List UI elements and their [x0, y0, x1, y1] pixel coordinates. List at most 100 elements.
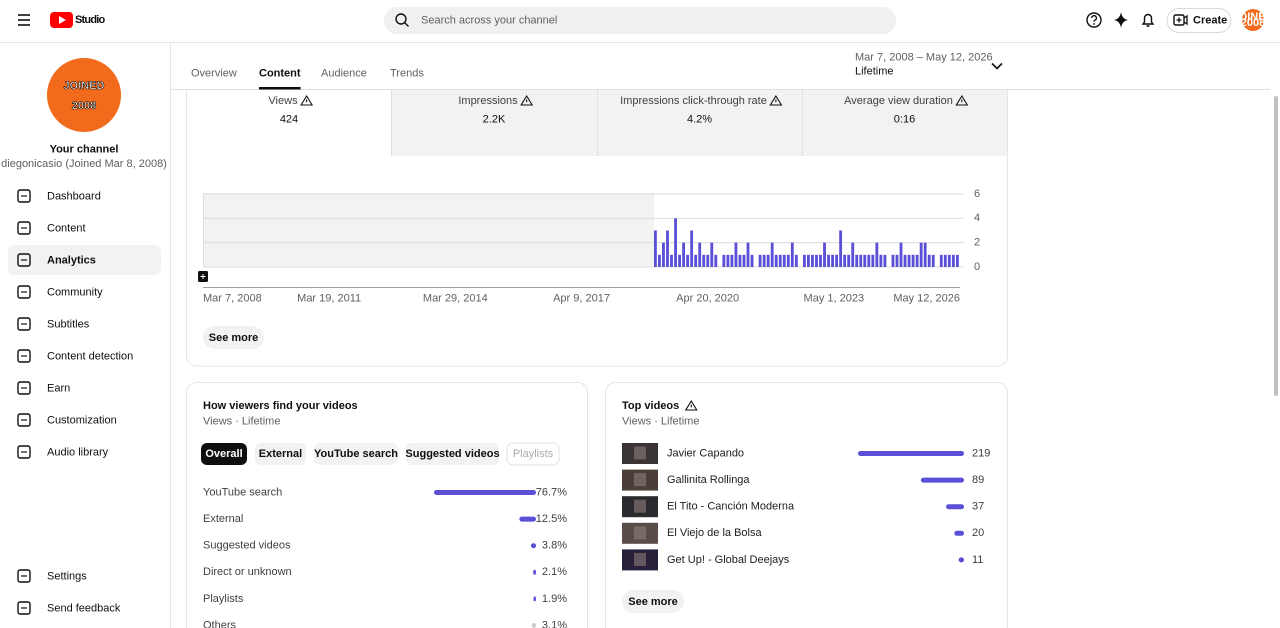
- scrollbar-thumb: [1274, 96, 1278, 396]
- top-video-row[interactable]: El Viejo de la Bolsa 20: [622, 522, 984, 544]
- filter-chip[interactable]: Suggested videos: [405, 443, 500, 465]
- channel-avatar-text: JOINED: [64, 80, 105, 92]
- views-bar: [843, 254, 847, 267]
- views-bar: [895, 254, 899, 267]
- nav-item[interactable]: Customization: [17, 413, 117, 427]
- publish-marker-icon: [200, 274, 206, 279]
- nav-item[interactable]: Content detection: [17, 349, 133, 363]
- views-bar: [871, 254, 875, 267]
- source-name: External: [203, 513, 243, 525]
- metric-tab[interactable]: Average view duration 0:16: [802, 88, 1007, 156]
- video-views: 37: [972, 501, 984, 513]
- metric-tab[interactable]: Impressions 2.2K: [391, 88, 597, 156]
- x-tick-label: Apr 20, 2020: [676, 292, 739, 304]
- source-name: Direct or unknown: [203, 566, 292, 578]
- nav-label: Dashboard: [47, 190, 101, 202]
- filter-chip[interactable]: Overall: [201, 443, 247, 465]
- x-tick-label: May 12, 2026: [893, 292, 960, 304]
- nav-item[interactable]: Content: [17, 221, 86, 235]
- views-bar: [923, 242, 927, 267]
- nav-icon: [17, 445, 31, 459]
- views-bar: [682, 242, 686, 267]
- views-bar: [710, 242, 714, 267]
- tab[interactable]: Audience: [321, 67, 367, 79]
- menu-button[interactable]: [18, 14, 30, 26]
- date-range-picker[interactable]: Mar 7, 2008 – May 12, 2026 Lifetime: [855, 51, 1003, 77]
- source-name: Others: [203, 619, 237, 628]
- video-thumbnail-highlight: [634, 446, 646, 460]
- views-bar: [746, 242, 750, 267]
- y-tick-label: 0: [974, 261, 980, 273]
- views-bar: [879, 254, 883, 267]
- views-bar: [762, 254, 766, 267]
- nav-item[interactable]: Earn: [17, 381, 70, 395]
- filter-chip[interactable]: External: [255, 443, 306, 465]
- ask-button[interactable]: [1114, 12, 1128, 28]
- metric-tab-bg: [597, 88, 802, 156]
- notifications-button[interactable]: [1141, 13, 1155, 27]
- tab-label: Overview: [191, 67, 237, 79]
- logo[interactable]: Studio: [50, 12, 106, 28]
- create-button[interactable]: Create: [1166, 8, 1232, 33]
- logo-play: [59, 16, 66, 24]
- nav-item[interactable]: Audio library: [17, 445, 109, 459]
- metric-tab[interactable]: Impressions click-through rate 4.2%: [597, 88, 802, 156]
- views-bar: [662, 242, 665, 267]
- views-bar: [698, 242, 702, 267]
- see-more-button[interactable]: See more: [622, 590, 684, 613]
- top-video-row[interactable]: El Tito - Canción Moderna 37: [622, 496, 984, 518]
- tab[interactable]: Overview: [191, 67, 237, 79]
- metric-label: Views: [268, 95, 298, 107]
- views-bar: [875, 242, 879, 267]
- metric-value: 424: [280, 113, 298, 125]
- nav-label: Send feedback: [47, 602, 121, 614]
- top-video-row[interactable]: Javier Capando 219: [622, 443, 990, 464]
- views-bar: [706, 254, 710, 267]
- no-data-region: [203, 193, 654, 267]
- card-subtitle: Views · Lifetime: [622, 415, 699, 427]
- nav-item[interactable]: Subtitles: [17, 317, 90, 331]
- nav-item[interactable]: Dashboard: [17, 189, 101, 203]
- metric-label: Average view duration: [844, 95, 953, 107]
- channel-title: Your channel: [50, 143, 119, 155]
- tab[interactable]: Content: [259, 67, 301, 90]
- button-bg: [622, 590, 684, 613]
- channel-avatar-text: 2008: [72, 100, 96, 112]
- channel-avatar[interactable]: JOINED 2008: [47, 58, 121, 132]
- create-icon: [1173, 14, 1185, 26]
- button-bg: [203, 326, 264, 349]
- nav-item[interactable]: Send feedback: [17, 601, 121, 615]
- search-box[interactable]: Search across your channel: [384, 7, 896, 34]
- nav-item[interactable]: Analytics: [8, 245, 161, 275]
- search-placeholder: Search across your channel: [421, 14, 557, 26]
- video-views: 89: [972, 474, 984, 486]
- metric-tab-bg: [391, 88, 597, 156]
- views-bar: [770, 242, 774, 267]
- source-bar: [519, 516, 536, 522]
- help-button[interactable]: [1086, 12, 1102, 28]
- source-value: 76.7%: [536, 486, 567, 498]
- metric-label: Impressions click-through rate: [620, 95, 767, 107]
- nav-label: Content detection: [47, 350, 133, 362]
- tab[interactable]: Trends: [390, 67, 424, 79]
- views-bar: [807, 254, 810, 267]
- filter-chip: Playlists: [506, 442, 560, 466]
- tab-label: Content: [259, 67, 301, 79]
- video-views: 219: [972, 447, 990, 459]
- views-bar: [658, 254, 661, 267]
- top-video-row[interactable]: Get Up! - Global Deejays 11: [622, 549, 983, 571]
- views-bar: [883, 254, 887, 267]
- chip-label: Suggested videos: [405, 448, 499, 460]
- warning-icon: [684, 399, 698, 411]
- views-bar: [831, 254, 834, 267]
- filter-chip[interactable]: YouTube search: [314, 443, 398, 465]
- see-more-button[interactable]: See more: [203, 326, 264, 349]
- views-bar: [951, 254, 955, 267]
- top-video-row[interactable]: Gallinita Rollinga 89: [622, 469, 984, 491]
- metric-tab[interactable]: Views 424: [187, 88, 391, 156]
- nav-item[interactable]: Community: [17, 285, 103, 299]
- nav-item[interactable]: Settings: [17, 569, 87, 583]
- button-label: See more: [209, 332, 259, 344]
- source-bar: [533, 569, 536, 575]
